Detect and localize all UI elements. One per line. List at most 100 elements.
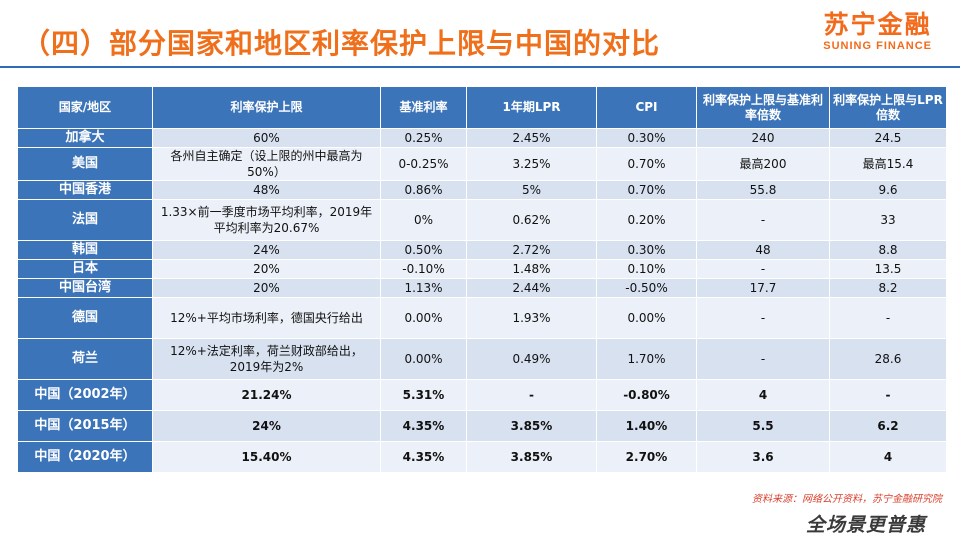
table-row: 中国（2020年） 15.40% 4.35% 3.85% 2.70% 3.6 4 (17, 441, 947, 473)
cell-region: 韩国 (17, 240, 153, 260)
cell-cap-lpr-multiple: 33 (829, 199, 947, 241)
cell-rate-cap: 60% (152, 128, 381, 148)
logo-english-text: SUNING FINANCE (823, 40, 932, 52)
cell-rate-cap: 12%+平均市场利率，德国央行给出 (152, 297, 381, 339)
cell-cap-lpr-multiple: 4 (829, 441, 947, 473)
header-cap-lpr-multiple: 利率保护上限与LPR倍数 (829, 86, 947, 129)
cell-cap-base-multiple: - (696, 338, 830, 380)
table-row: 中国（2015年） 24% 4.35% 3.85% 1.40% 5.5 6.2 (17, 410, 947, 442)
cell-cpi: 0.00% (596, 297, 697, 339)
cell-rate-cap: 24% (152, 410, 381, 442)
cell-cap-base-multiple: 4 (696, 379, 830, 411)
table-row: 美国 各州自主确定（设上限的州中最高为50%） 0-0.25% 3.25% 0.70% 最… (17, 147, 947, 181)
cell-base-rate: 0% (380, 199, 467, 241)
cell-base-rate: 0.00% (380, 297, 467, 339)
cell-cpi: 1.40% (596, 410, 697, 442)
cell-cap-base-multiple: - (696, 297, 830, 339)
cell-cpi: 0.30% (596, 128, 697, 148)
cell-rate-cap: 15.40% (152, 441, 381, 473)
cell-region: 荷兰 (17, 338, 153, 380)
cell-cap-lpr-multiple: 8.8 (829, 240, 947, 260)
header-cpi: CPI (596, 86, 697, 129)
cell-cap-lpr-multiple: 最高15.4 (829, 147, 947, 181)
cell-base-rate: 0-0.25% (380, 147, 467, 181)
header-base-rate: 基准利率 (380, 86, 467, 129)
logo-chinese-text: 苏宁金融 (823, 10, 932, 39)
cell-rate-cap: 20% (152, 278, 381, 298)
table-row: 中国台湾 20% 1.13% 2.44% -0.50% 17.7 8.2 (17, 278, 947, 298)
cell-cap-lpr-multiple: 24.5 (829, 128, 947, 148)
cell-lpr: 1.93% (466, 297, 597, 339)
cell-cpi: 0.10% (596, 259, 697, 279)
cell-rate-cap: 24% (152, 240, 381, 260)
cell-cpi: 2.70% (596, 441, 697, 473)
cell-lpr: 5% (466, 180, 597, 200)
cell-base-rate: 0.50% (380, 240, 467, 260)
cell-cap-lpr-multiple: 13.5 (829, 259, 947, 279)
cell-cap-base-multiple: - (696, 259, 830, 279)
cell-cap-base-multiple: 55.8 (696, 180, 830, 200)
cell-lpr: 2.45% (466, 128, 597, 148)
cell-cap-lpr-multiple: 9.6 (829, 180, 947, 200)
table-row: 法国 1.33×前一季度市场平均利率，2019年平均利率为20.67% 0% 0.62… (17, 199, 947, 241)
suning-finance-logo: 苏宁金融 SUNING FINANCE (823, 10, 932, 52)
cell-rate-cap: 48% (152, 180, 381, 200)
cell-base-rate: -0.10% (380, 259, 467, 279)
cell-base-rate: 0.86% (380, 180, 467, 200)
table-row: 中国（2002年） 21.24% 5.31% - -0.80% 4- (17, 379, 947, 411)
cell-lpr: 1.48% (466, 259, 597, 279)
cell-lpr: 3.85% (466, 410, 597, 442)
cell-cap-base-multiple: - (696, 199, 830, 241)
cell-region: 中国香港 (17, 180, 153, 200)
table-row: 德国 12%+平均市场利率，德国央行给出 0.00% 1.93% 0.00% - - (17, 297, 947, 339)
cell-base-rate: 5.31% (380, 379, 467, 411)
cell-cap-lpr-multiple: 6.2 (829, 410, 947, 442)
cell-base-rate: 0.00% (380, 338, 467, 380)
cell-rate-cap: 各州自主确定（设上限的州中最高为50%） (152, 147, 381, 181)
cell-region: 法国 (17, 199, 153, 241)
cell-cpi: 0.30% (596, 240, 697, 260)
cell-rate-cap: 12%+法定利率，荷兰财政部给出，2019年为2% (152, 338, 381, 380)
cell-cpi: 1.70% (596, 338, 697, 380)
cell-cap-lpr-multiple: - (829, 379, 947, 411)
cell-base-rate: 4.35% (380, 441, 467, 473)
source-note: 资料来源：网络公开资料，苏宁金融研究院 (752, 494, 942, 505)
cell-lpr: 3.25% (466, 147, 597, 181)
cell-cap-base-multiple: 240 (696, 128, 830, 148)
table-header-row: 国家/地区 利率保护上限 基准利率 1年期LPR CPI 利率保护上限与基准利率… (17, 86, 947, 129)
table-row: 荷兰 12%+法定利率，荷兰财政部给出，2019年为2% 0.00% 0.49% 1.7… (17, 338, 947, 380)
cell-cpi: -0.80% (596, 379, 697, 411)
title-divider (0, 66, 960, 68)
cell-region: 中国（2015年） (17, 410, 153, 442)
table-row: 加拿大 60% 0.25% 2.45% 0.30% 240 24.5 (17, 128, 947, 148)
cell-region: 德国 (17, 297, 153, 339)
table-row: 日本 20% -0.10% 1.48% 0.10% -13.5 (17, 259, 947, 279)
cell-cap-base-multiple: 48 (696, 240, 830, 260)
footer-slogan: 全场景更普惠 (805, 514, 926, 536)
table-row: 中国香港 48% 0.86% 5% 0.70% 55.8 9.6 (17, 180, 947, 200)
header-rate-cap: 利率保护上限 (152, 86, 381, 129)
cell-region: 日本 (17, 259, 153, 279)
cell-cap-base-multiple: 17.7 (696, 278, 830, 298)
cell-lpr: 0.62% (466, 199, 597, 241)
cell-lpr: 2.44% (466, 278, 597, 298)
cell-base-rate: 4.35% (380, 410, 467, 442)
cell-region: 中国台湾 (17, 278, 153, 298)
cell-cap-lpr-multiple: 8.2 (829, 278, 947, 298)
cell-region: 中国（2020年） (17, 441, 153, 473)
cell-cpi: 0.70% (596, 180, 697, 200)
cell-cap-base-multiple: 3.6 (696, 441, 830, 473)
cell-rate-cap: 21.24% (152, 379, 381, 411)
slide-title: （四）部分国家和地区利率保护上限与中国的对比 (22, 27, 661, 60)
cell-cap-base-multiple: 最高200 (696, 147, 830, 181)
cell-region: 加拿大 (17, 128, 153, 148)
cell-lpr: - (466, 379, 597, 411)
cell-cap-lpr-multiple: 28.6 (829, 338, 947, 380)
cell-cpi: -0.50% (596, 278, 697, 298)
cell-lpr: 2.72% (466, 240, 597, 260)
cell-lpr: 3.85% (466, 441, 597, 473)
cell-region: 中国（2002年） (17, 379, 153, 411)
cell-cap-lpr-multiple: - (829, 297, 947, 339)
cell-cap-base-multiple: 5.5 (696, 410, 830, 442)
cell-base-rate: 1.13% (380, 278, 467, 298)
